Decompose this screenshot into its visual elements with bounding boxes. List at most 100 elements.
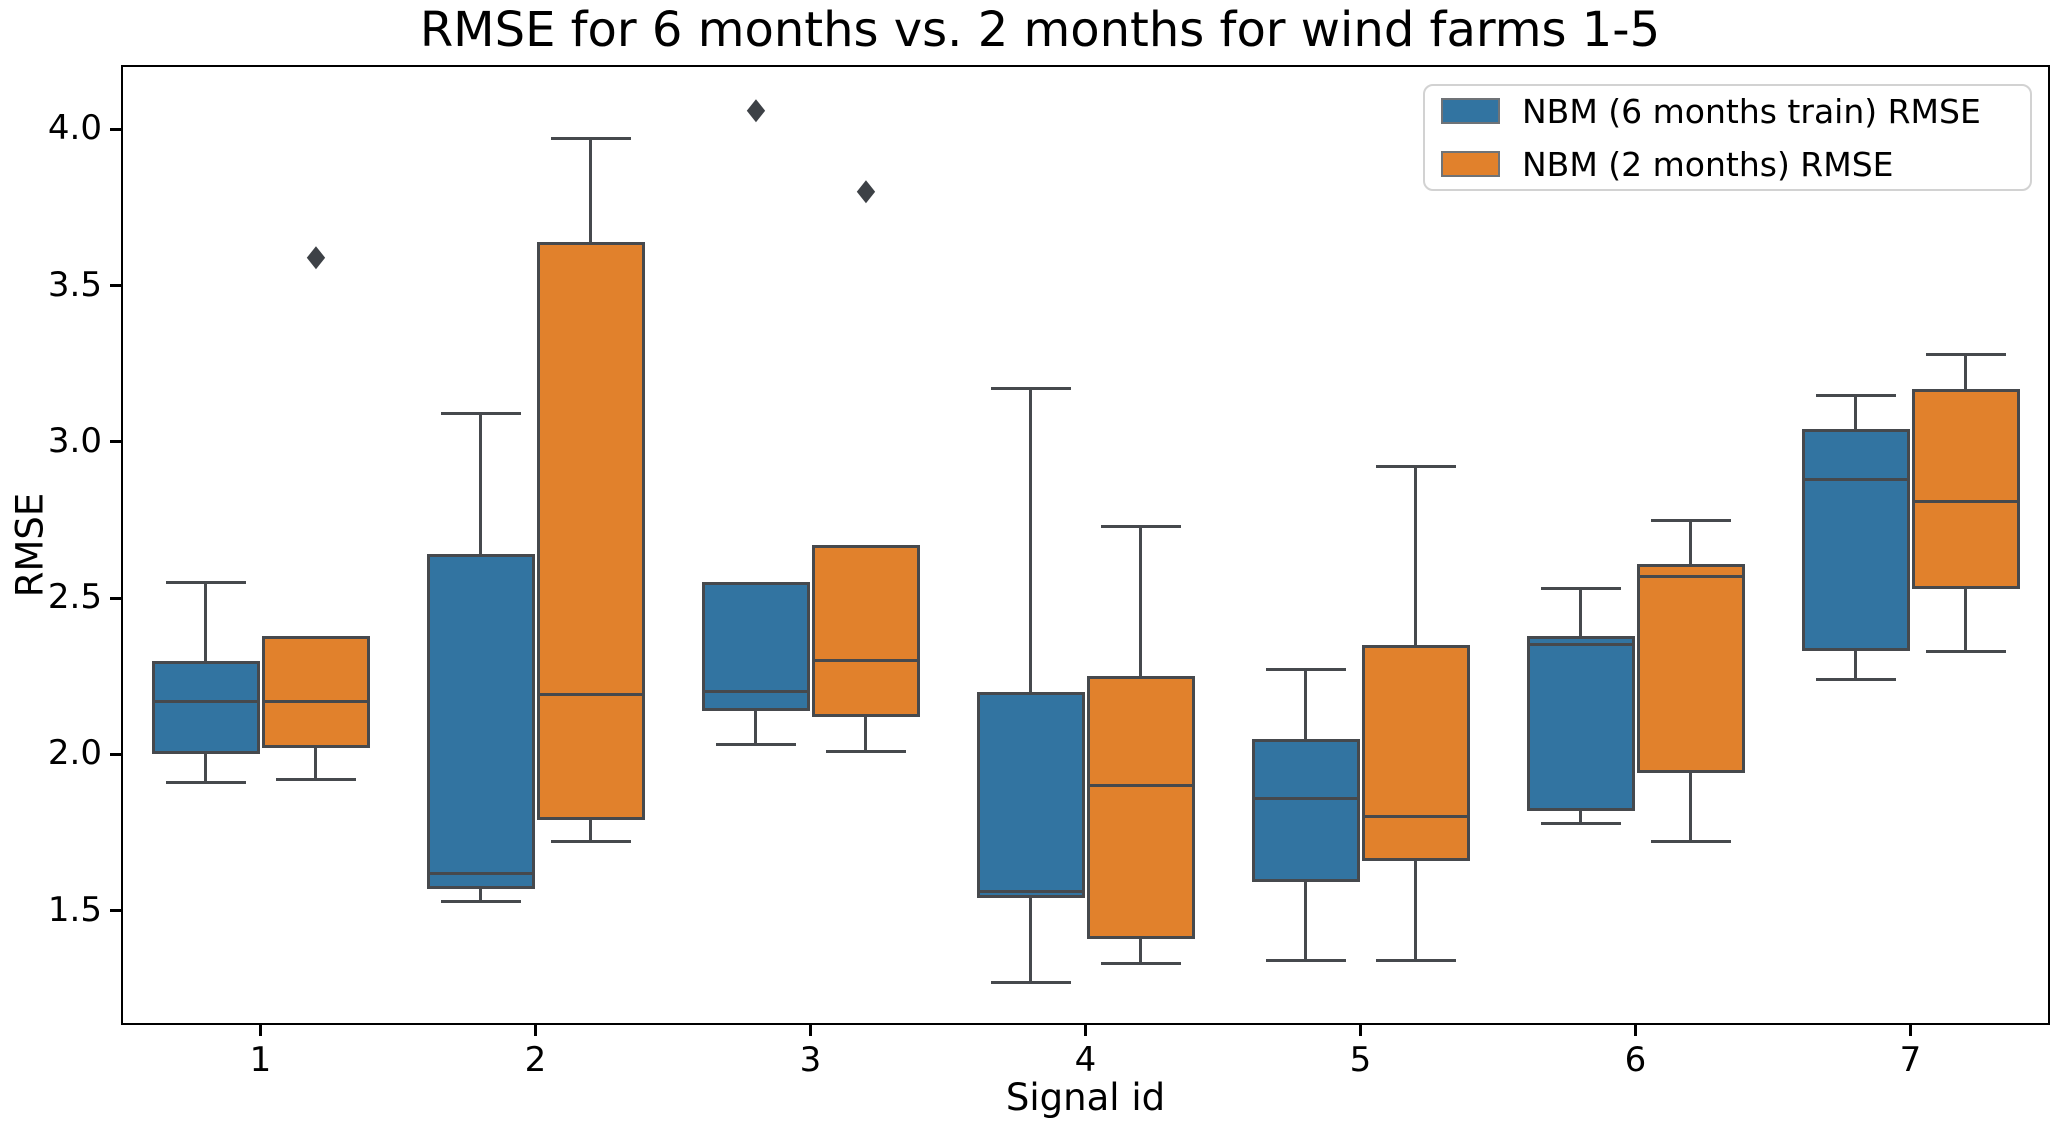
whisker-cap [1815,393,1896,397]
y-tick-label: 1.5 [47,889,102,930]
x-tick-mark [1634,1023,1637,1036]
x-tick-mark [534,1023,537,1036]
whisker-stem [314,748,317,780]
legend-swatch-6months-icon [1441,98,1500,124]
x-tick-mark [809,1023,812,1036]
whisker-stem [1414,860,1417,961]
y-tick-mark [110,909,123,913]
median-line [1528,643,1633,647]
whisker-cap [1925,352,2006,356]
whisker-stem [1854,395,1857,430]
box-6months-signal6 [1526,635,1635,811]
box-2months-signal6 [1636,563,1745,774]
chart-title: RMSE for 6 months vs. 2 months for wind … [419,2,1661,58]
whisker-stem [754,710,757,745]
x-tick-mark [1359,1023,1362,1036]
y-tick-mark [110,127,123,131]
x-tick-label: 3 [799,1040,822,1080]
x-tick-mark [1909,1023,1912,1036]
x-tick-label: 6 [1624,1040,1647,1080]
box-2months-signal1 [261,635,370,749]
outlier-diamond-icon: ◆ [306,238,325,274]
legend-label-2months: NBM (2 months) RMSE [1522,144,1894,184]
box-6months-signal7 [1801,429,1910,652]
whisker-cap [1265,668,1346,672]
whisker-stem [1579,810,1582,824]
box-6months-signal1 [151,660,260,755]
y-tick-label: 4.0 [47,108,102,149]
whisker-stem [1689,773,1692,842]
whisker-cap [165,780,246,784]
whisker-stem [1579,588,1582,636]
whisker-stem [1964,354,1967,389]
x-tick-label: 5 [1349,1040,1372,1080]
y-tick-label: 3.0 [47,420,102,461]
whisker-stem [1029,388,1032,692]
box-6months-signal5 [1251,738,1360,883]
whisker-stem [1964,588,1967,652]
y-tick-mark [110,440,123,444]
median-line [1913,499,2018,503]
whisker-cap [825,749,906,753]
x-tick-label: 2 [524,1040,547,1080]
whisker-cap [1265,959,1346,963]
box-2months-signal4 [1086,676,1195,939]
x-tick-mark [1084,1023,1087,1036]
whisker-stem [204,582,207,661]
legend-item-2months: NBM (2 months) RMSE [1441,145,2014,184]
box-6months-signal3 [701,582,810,711]
median-line [428,871,533,875]
whisker-stem [1139,938,1142,964]
whisker-cap [1815,677,1896,681]
median-line [263,699,368,703]
y-tick-mark [110,752,123,756]
whisker-stem [1304,669,1307,739]
whisker-stem [1854,651,1857,680]
whisker-stem [1414,466,1417,645]
legend: NBM (6 months train) RMSE NBM (2 months)… [1423,84,2032,191]
whisker-stem [1689,520,1692,564]
whisker-stem [864,716,867,752]
whisker-cap [165,580,246,584]
whisker-stem [1029,898,1032,983]
median-line [1638,574,1743,578]
box-2months-signal5 [1361,644,1470,861]
x-tick-label: 7 [1899,1040,1922,1080]
whisker-cap [715,743,796,747]
whisker-cap [1650,518,1731,522]
whisker-cap [1540,821,1621,825]
box-6months-signal2 [426,554,535,889]
median-line [703,690,808,694]
whisker-cap [440,412,521,416]
legend-item-6months: NBM (6 months train) RMSE [1441,92,2014,131]
whisker-cap [1100,962,1181,966]
median-line [1253,796,1358,800]
legend-label-6months: NBM (6 months train) RMSE [1522,91,1981,131]
box-2months-signal3 [811,545,920,717]
whisker-cap [1650,840,1731,844]
median-line [813,659,918,663]
whisker-cap [1375,959,1456,963]
whisker-cap [550,840,631,844]
median-line [538,693,643,697]
x-axis-label: Signal id [1005,1076,1166,1119]
box-2months-signal7 [1911,388,2020,589]
whisker-stem [589,138,592,242]
box-6months-signal4 [976,691,1085,899]
outlier-diamond-icon: ◆ [746,91,765,127]
whisker-cap [275,777,356,781]
y-tick-mark [110,284,123,288]
median-line [1363,815,1468,819]
outlier-diamond-icon: ◆ [856,172,875,208]
whisker-cap [1540,587,1621,591]
whisker-stem [1304,882,1307,961]
whisker-cap [1375,465,1456,469]
whisker-cap [1100,524,1181,528]
whisker-stem [589,819,592,842]
x-tick-mark [259,1023,262,1036]
x-tick-label: 4 [1074,1040,1097,1080]
y-tick-mark [110,596,123,600]
box-2months-signal2 [536,241,645,820]
legend-swatch-2months-icon [1441,151,1500,177]
